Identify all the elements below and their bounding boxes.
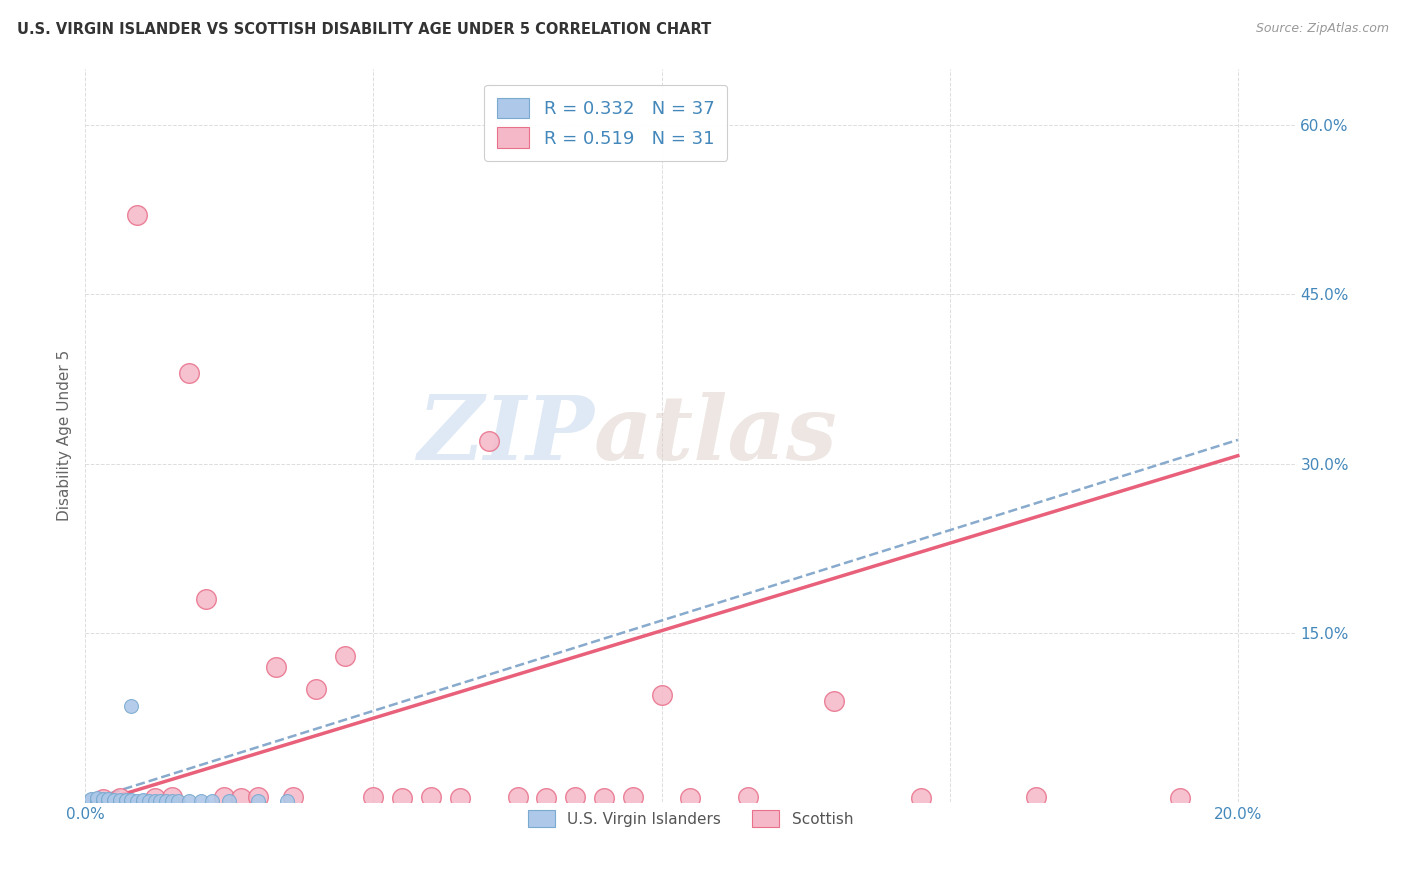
U.S. Virgin Islanders [108,794,131,808]
U.S. Virgin Islanders [97,794,120,808]
Scottish [108,790,131,805]
Scottish [127,208,149,222]
U.S. Virgin Islanders [86,794,108,808]
U.S. Virgin Islanders [276,794,298,808]
Scottish [281,789,304,804]
Scottish [91,792,114,806]
U.S. Virgin Islanders [132,793,155,807]
Scottish [391,790,413,805]
Scottish [737,789,759,804]
U.S. Virgin Islanders [127,794,149,808]
Scottish [910,790,932,805]
Scottish [305,682,328,697]
U.S. Virgin Islanders [155,794,177,808]
U.S. Virgin Islanders [160,794,183,808]
U.S. Virgin Islanders [80,794,103,808]
U.S. Virgin Islanders [86,790,108,805]
Text: atlas: atlas [593,392,838,479]
U.S. Virgin Islanders [177,794,200,808]
U.S. Virgin Islanders [132,794,155,808]
U.S. Virgin Islanders [138,794,160,808]
Scottish [478,434,501,448]
U.S. Virgin Islanders [190,794,212,808]
Scottish [264,660,287,674]
U.S. Virgin Islanders [103,793,125,807]
Scottish [824,694,846,708]
U.S. Virgin Islanders [91,794,114,808]
Legend: U.S. Virgin Islanders, Scottish: U.S. Virgin Islanders, Scottish [520,802,860,835]
Scottish [679,790,702,805]
U.S. Virgin Islanders [80,792,103,806]
Scottish [143,790,166,805]
Scottish [420,789,443,804]
Scottish [333,648,356,663]
U.S. Virgin Islanders [97,793,120,807]
U.S. Virgin Islanders [247,794,270,808]
Scottish [593,790,616,805]
U.S. Virgin Islanders [86,793,108,807]
Scottish [651,688,673,702]
Scottish [536,790,558,805]
Scottish [564,789,586,804]
Scottish [212,789,235,804]
Scottish [506,789,529,804]
U.S. Virgin Islanders [121,699,143,714]
Scottish [621,789,644,804]
U.S. Virgin Islanders [86,792,108,806]
U.S. Virgin Islanders [103,794,125,808]
Scottish [177,367,200,381]
U.S. Virgin Islanders [91,793,114,807]
U.S. Virgin Islanders [114,793,136,807]
Scottish [247,789,270,804]
U.S. Virgin Islanders [80,793,103,807]
Scottish [160,789,183,804]
U.S. Virgin Islanders [149,794,172,808]
Scottish [1168,790,1191,805]
Y-axis label: Disability Age Under 5: Disability Age Under 5 [58,350,72,521]
Scottish [1025,789,1047,804]
Text: U.S. VIRGIN ISLANDER VS SCOTTISH DISABILITY AGE UNDER 5 CORRELATION CHART: U.S. VIRGIN ISLANDER VS SCOTTISH DISABIL… [17,22,711,37]
Scottish [195,592,218,607]
U.S. Virgin Islanders [143,794,166,808]
U.S. Virgin Islanders [166,794,188,808]
U.S. Virgin Islanders [201,794,224,808]
Scottish [363,789,385,804]
Text: Source: ZipAtlas.com: Source: ZipAtlas.com [1256,22,1389,36]
U.S. Virgin Islanders [91,792,114,806]
Scottish [229,790,252,805]
U.S. Virgin Islanders [108,793,131,807]
U.S. Virgin Islanders [114,794,136,808]
Scottish [449,790,471,805]
U.S. Virgin Islanders [121,794,143,808]
U.S. Virgin Islanders [97,792,120,806]
U.S. Virgin Islanders [218,794,240,808]
Text: ZIP: ZIP [418,392,593,479]
U.S. Virgin Islanders [121,793,143,807]
